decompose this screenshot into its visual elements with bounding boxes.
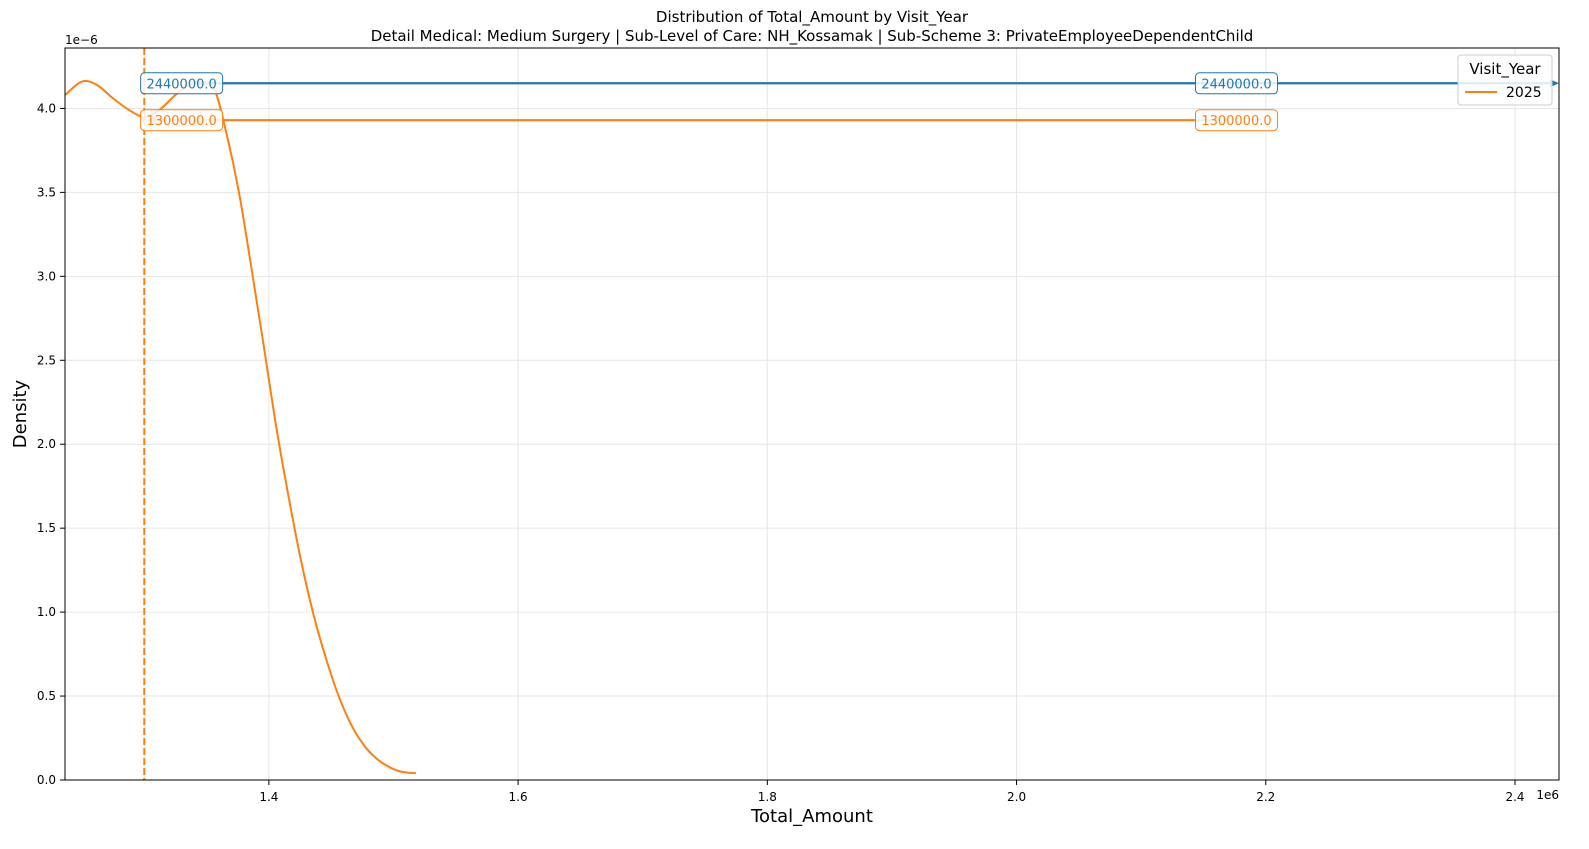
- legend: Visit_Year 2025: [1457, 54, 1553, 106]
- plot-frame: [64, 47, 1560, 781]
- annotation-label-box: [1194, 109, 1278, 132]
- gridlines: [65, 48, 1559, 781]
- density-curve-2025: [64, 80, 417, 775]
- x-tick-label: 1.6: [509, 790, 528, 804]
- annotation-label: 1300000.0: [1201, 114, 1271, 129]
- annotation-label: 2440000.0: [146, 77, 216, 92]
- y-tick-label: 3.5: [37, 185, 56, 199]
- y-tick-label: 1.0: [37, 605, 56, 619]
- legend-title: Visit_Year: [1469, 60, 1541, 79]
- x-tick-label: 2.4: [1505, 790, 1524, 804]
- y-offset-label: 1e−6: [65, 33, 98, 47]
- annotation-label-box: [140, 72, 224, 95]
- y-tick-label: 2.5: [37, 353, 56, 367]
- x-tick-label: 1.4: [259, 790, 278, 804]
- legend-label-2025: 2025: [1506, 85, 1542, 101]
- y-tick-label: 0.5: [37, 689, 56, 703]
- y-axis-label: Density: [10, 379, 31, 448]
- y-tick-label: 4.0: [37, 101, 56, 115]
- x-tick-label: 2.0: [1007, 790, 1026, 804]
- annotation-label-box: [1194, 72, 1278, 95]
- y-tick-label: 2.0: [37, 437, 56, 451]
- x-axis-label: Total_Amount: [750, 806, 873, 827]
- y-tick-label: 1.5: [37, 521, 56, 535]
- x-axis-ticks: 1.4 1.6 1.8 2.0 2.2 2.4: [259, 780, 1525, 804]
- chart-subtitle: Detail Medical: Medium Surgery | Sub-Lev…: [371, 27, 1254, 46]
- x-offset-label: 1e6: [1536, 788, 1559, 802]
- x-tick-label: 2.2: [1256, 790, 1275, 804]
- annotation-label: 1300000.0: [146, 114, 216, 129]
- x-tick-label: 1.8: [758, 790, 777, 804]
- y-tick-label: 3.0: [37, 269, 56, 283]
- annotation-label-box: [140, 109, 224, 132]
- y-axis-ticks: 0.0 0.5 1.0 1.5 2.0 2.5 3.0 3.5 4.0: [37, 101, 65, 787]
- annotation-label: 2440000.0: [1201, 77, 1271, 92]
- plot-marks: 2440000.0 2440000.0 1300000.0 1300000.0: [64, 48, 1559, 780]
- y-tick-label: 0.0: [37, 773, 56, 787]
- chart-title: Distribution of Total_Amount by Visit_Ye…: [656, 8, 969, 27]
